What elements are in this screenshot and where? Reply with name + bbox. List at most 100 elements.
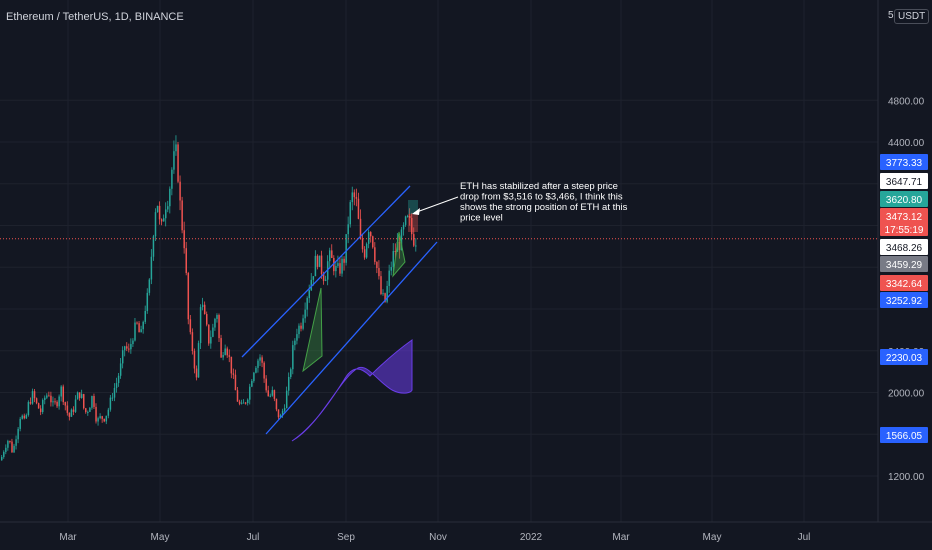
candle-146 [300, 322, 302, 332]
candle-127 [261, 355, 263, 368]
candle-168 [345, 234, 347, 266]
price-label-6: 3342.64 [880, 275, 928, 291]
candle-35 [72, 406, 75, 416]
candle-23 [48, 391, 50, 397]
candle-149 [306, 296, 308, 317]
candle-164 [337, 255, 339, 268]
x-tick-label-7: May [703, 532, 722, 543]
x-tick-label-3: Sep [337, 532, 355, 543]
svg-text:3620.80: 3620.80 [886, 195, 923, 206]
candle-58 [119, 357, 122, 379]
candle-118 [242, 399, 245, 404]
annotation-arrowhead [412, 208, 420, 215]
candle-119 [244, 401, 247, 405]
candle-97 [199, 304, 202, 350]
candle-65 [134, 317, 136, 342]
candle-100 [206, 311, 208, 327]
candle-92 [189, 314, 192, 335]
candle-47 [97, 416, 99, 426]
candle-82 [169, 186, 171, 214]
candle-66 [136, 321, 138, 325]
candle-43 [89, 407, 91, 412]
annotation-text[interactable]: ETH has stabilized after a steep pricedr… [460, 181, 628, 224]
candle-8 [17, 427, 19, 444]
candle-4 [9, 440, 11, 444]
candle-123 [253, 371, 255, 383]
position-box-green[interactable] [408, 200, 418, 214]
candle-174 [357, 192, 360, 220]
drawings [241, 185, 459, 442]
currency-selector[interactable]: USDT [894, 9, 930, 24]
candle-45 [93, 393, 95, 409]
candle-2 [5, 444, 7, 455]
candle-172 [353, 189, 356, 206]
candle-57 [117, 372, 120, 387]
candle-96 [197, 340, 200, 378]
candle-6 [13, 443, 15, 453]
candle-184 [378, 260, 380, 280]
candle-103 [212, 323, 214, 338]
candle-120 [247, 398, 249, 406]
channel-lower-line[interactable] [265, 241, 438, 435]
candle-16 [33, 389, 36, 403]
candle-134 [275, 398, 278, 412]
candle-104 [214, 317, 216, 331]
x-axis[interactable]: Mar May Jul Sep Nov 2022 Mar May Jul [59, 532, 810, 543]
candle-178 [365, 242, 368, 259]
candle-190 [390, 261, 392, 276]
candle-56 [115, 377, 118, 393]
y-tick-label-4: 4800.00 [888, 96, 925, 107]
x-tick-label-0: Mar [59, 532, 77, 543]
candle-116 [238, 399, 241, 406]
candle-133 [273, 389, 276, 402]
purple-wave-shape[interactable] [291, 339, 413, 442]
candle-29 [60, 385, 62, 402]
candle-110 [226, 346, 228, 358]
green-triangle-2[interactable] [392, 231, 406, 278]
candle-181 [372, 235, 374, 249]
price-label-4: 3468.26 [880, 239, 928, 255]
candle-67 [138, 321, 140, 333]
candle-188 [386, 280, 388, 304]
candle-69 [142, 320, 144, 334]
candle-48 [99, 413, 101, 420]
position-box-red[interactable] [408, 214, 418, 232]
candle-160 [329, 247, 331, 269]
candle-62 [128, 343, 130, 353]
green-triangle-1[interactable] [302, 287, 323, 373]
candle-180 [370, 231, 372, 243]
channel-upper-line[interactable] [241, 185, 411, 358]
candle-114 [234, 369, 237, 391]
candle-90 [185, 241, 187, 276]
candle-144 [296, 328, 298, 345]
annotation-line-1: drop from $3,516 to $3,466, I think this [460, 192, 623, 203]
candle-19 [39, 405, 42, 416]
candle-122 [251, 378, 253, 388]
countdown-timer: 17:55:19 [885, 225, 924, 236]
candle-106 [218, 313, 220, 342]
candle-81 [167, 200, 169, 213]
y-tick-label-3: 4400.00 [888, 138, 925, 149]
candle-36 [74, 395, 77, 413]
candle-158 [324, 275, 327, 282]
candle-199 [408, 208, 411, 226]
candle-189 [388, 264, 390, 293]
candle-173 [355, 188, 358, 207]
candle-12 [25, 413, 28, 420]
x-tick-label-6: Mar [612, 532, 630, 543]
candle-186 [382, 289, 384, 296]
candle-18 [37, 402, 40, 409]
candle-39 [80, 389, 83, 399]
candle-22 [46, 393, 48, 400]
price-label-3: 3473.12 17:55:19 [880, 208, 928, 236]
candle-109 [224, 344, 226, 356]
svg-text:3252.92: 3252.92 [886, 296, 923, 307]
candle-41 [85, 407, 87, 414]
candle-25 [52, 396, 54, 407]
candle-145 [298, 323, 300, 339]
candle-42 [87, 410, 89, 416]
candle-141 [290, 367, 292, 380]
candle-73 [150, 249, 153, 285]
candle-76 [156, 205, 159, 213]
